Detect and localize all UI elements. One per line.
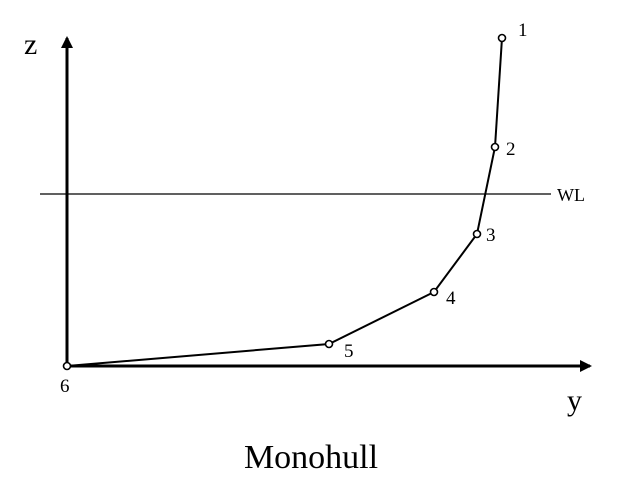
- point-label-5: 5: [344, 341, 354, 362]
- hull-point-5: [324, 339, 334, 349]
- hull-point-4: [429, 287, 439, 297]
- point-label-6: 6: [60, 376, 70, 397]
- point-label-4: 4: [446, 288, 456, 309]
- waterline-label: WL: [557, 185, 585, 205]
- point-label-2: 2: [506, 139, 516, 160]
- hull-profile: [66, 37, 503, 367]
- hull-point-1: [497, 33, 507, 43]
- hull-point-6: [62, 361, 72, 371]
- hull-point-3: [472, 229, 482, 239]
- hull-point-2: [490, 142, 500, 152]
- y-axis-label: y: [567, 384, 582, 417]
- diagram-caption: Monohull: [244, 439, 378, 476]
- z-axis-label: z: [24, 28, 37, 61]
- point-label-1: 1: [518, 20, 528, 41]
- point-label-3: 3: [486, 225, 496, 246]
